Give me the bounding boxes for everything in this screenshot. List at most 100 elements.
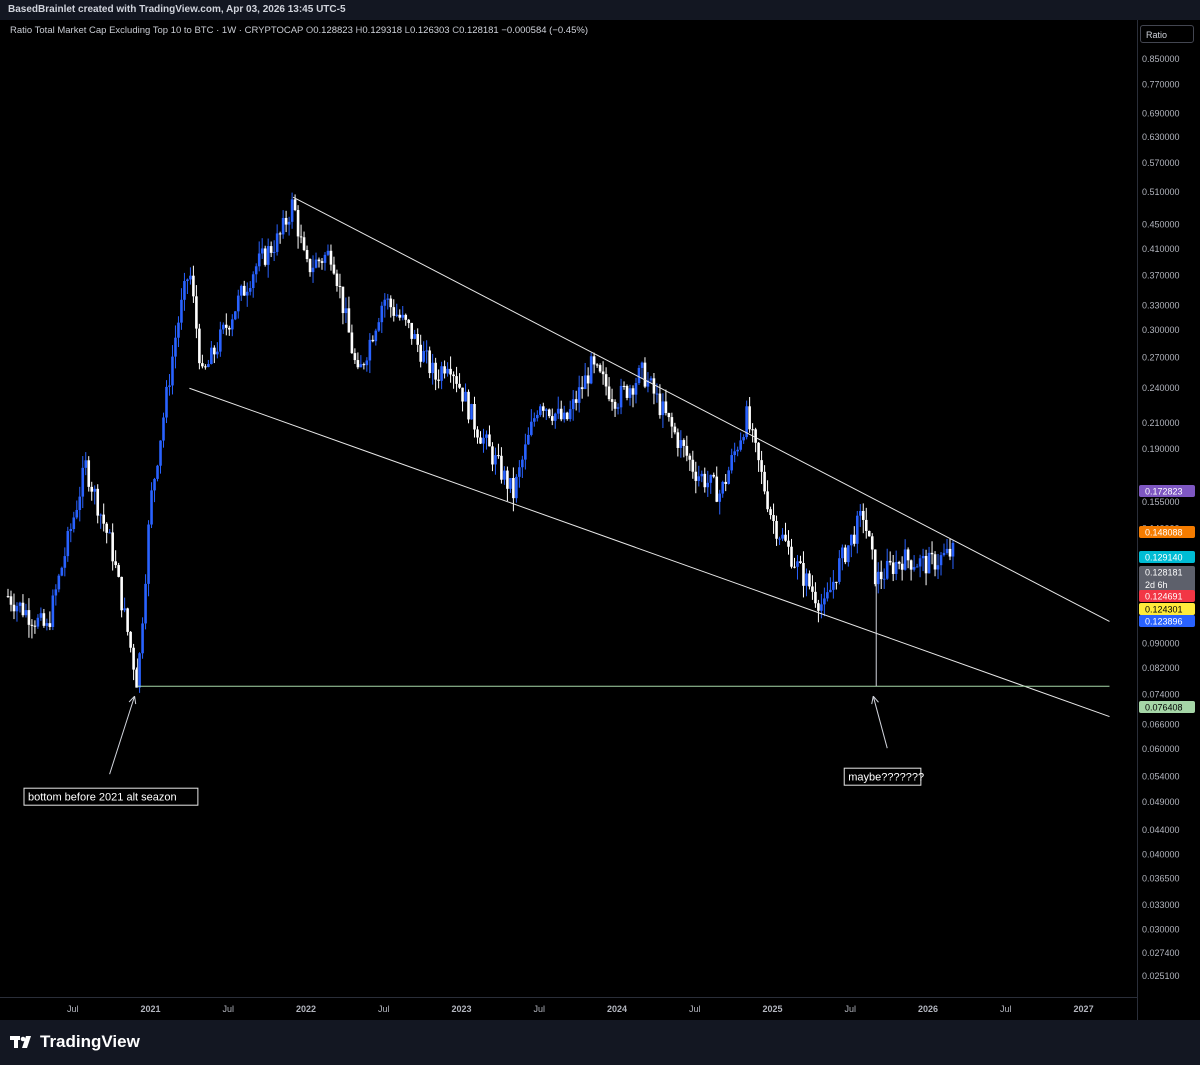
candle-body [661, 401, 665, 416]
candle-body [903, 549, 907, 570]
tradingview-logo[interactable]: TradingView [10, 1032, 140, 1052]
candle-body [147, 524, 150, 584]
price-badge-label: 0.172823 [1145, 487, 1183, 497]
candle-body [114, 561, 117, 566]
candle-body [425, 350, 428, 352]
candle-body [260, 248, 264, 254]
candle-body [748, 406, 751, 430]
price-badge: 0.124691 [1139, 590, 1195, 602]
candle-body [580, 387, 584, 390]
time-axis[interactable] [0, 997, 1137, 1021]
candle-body [568, 409, 572, 420]
y-tick-label: 0.570000 [1142, 158, 1180, 168]
candle-body [574, 399, 578, 403]
candle-body [927, 552, 931, 574]
price-axis[interactable] [1137, 20, 1200, 1020]
candle-body [497, 455, 500, 457]
annotation-box [843, 767, 922, 786]
candle-body [709, 474, 713, 483]
candle-body [198, 328, 201, 364]
candle-body [404, 314, 408, 320]
candle-body [793, 566, 796, 568]
candle-body [443, 366, 446, 374]
price-badge-countdown: 2d 6h [1145, 580, 1168, 590]
candle-body [470, 404, 473, 420]
scale-mode-button[interactable]: Ratio [1140, 25, 1194, 43]
candle-body [697, 476, 701, 481]
y-tick-label: 0.074000 [1142, 690, 1180, 700]
candle-body [607, 386, 611, 400]
candle-body [87, 460, 91, 487]
candle-body [111, 532, 114, 562]
candle-body [598, 365, 602, 372]
candle-body [556, 408, 560, 414]
candle-body [377, 322, 381, 331]
candle-body [861, 510, 865, 520]
candle-body [583, 375, 587, 390]
candle-body [72, 517, 76, 529]
y-tick-label: 0.240000 [1142, 383, 1180, 393]
candle-body [165, 386, 168, 418]
candle-body [515, 476, 518, 499]
candle-body [739, 440, 742, 450]
candle-body [727, 470, 730, 484]
high-key: H [355, 25, 363, 36]
candle-body [392, 307, 396, 316]
symbol-legend: Ratio Total Market Cap Excluding Top 10 … [10, 25, 588, 36]
candle-body [84, 460, 88, 468]
y-tick-label: 0.033000 [1142, 900, 1180, 910]
candle-body [287, 221, 291, 225]
candle-body [473, 404, 476, 430]
candle-body [350, 332, 354, 354]
candle-body [667, 413, 671, 418]
candle-body [700, 473, 704, 477]
x-tick-label: Jul [223, 1004, 235, 1014]
y-tick-label: 0.060000 [1142, 744, 1180, 754]
candle-body [924, 555, 928, 574]
candle-body [655, 393, 659, 395]
candle-body [407, 319, 411, 323]
candle-body [631, 388, 635, 395]
candle-body [610, 399, 614, 402]
price-badge: 0.128181 2d 6h [1139, 566, 1195, 592]
candle-body [787, 540, 790, 547]
candle-body [736, 449, 739, 452]
candle-body [811, 586, 814, 592]
candle-body [649, 378, 653, 381]
price-chart[interactable]: bottom before 2021 alt seazon maybe??????… [0, 20, 1137, 997]
candle-body [751, 429, 754, 431]
candle-body [54, 589, 58, 596]
change-value: −0.000584 (−0.45%) [501, 25, 588, 36]
candle-body [135, 669, 138, 688]
candle-body [891, 562, 895, 574]
candle-body [413, 334, 417, 339]
footer-bar [0, 1020, 1200, 1065]
candle-body [951, 542, 955, 557]
candle-body [461, 387, 464, 402]
y-tick-label: 0.082000 [1142, 663, 1180, 673]
candle-body [870, 536, 874, 550]
candle-body [945, 548, 949, 553]
candle-body [823, 598, 826, 605]
candle-body [918, 558, 922, 567]
high-value: 0.129318 [362, 25, 403, 36]
candle-body [192, 275, 195, 297]
candle-body [144, 583, 147, 624]
candle-body [105, 523, 108, 533]
candle-body [829, 589, 832, 593]
low-key: L [404, 25, 410, 36]
price-badge-label: 0.148088 [1145, 528, 1183, 538]
candle-body [431, 362, 434, 374]
chart-frame[interactable] [0, 20, 1200, 1020]
candle-body [637, 367, 641, 384]
candle-body [882, 578, 886, 580]
candle-body [559, 408, 563, 420]
candle-body [530, 421, 533, 435]
candle-body [269, 246, 273, 253]
y-tick-label: 0.850000 [1142, 54, 1180, 64]
candle-body [796, 561, 799, 567]
candle-body [299, 236, 303, 238]
candle-body [332, 264, 336, 274]
candle-body [236, 295, 240, 312]
candle-body [933, 554, 937, 570]
